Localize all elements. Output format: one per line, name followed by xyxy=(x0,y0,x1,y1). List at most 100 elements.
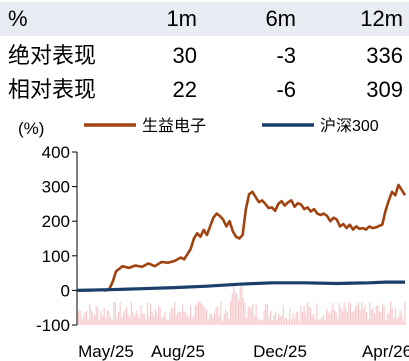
volume-bar xyxy=(98,319,100,325)
row-label: 相对表现 xyxy=(8,77,97,102)
volume-bar xyxy=(292,312,294,325)
volume-bar xyxy=(404,301,406,325)
volume-bar xyxy=(231,293,233,325)
row-value-1m: 30 xyxy=(172,43,197,68)
volume-bar xyxy=(394,307,396,325)
volume-bar xyxy=(130,301,132,325)
volume-bar xyxy=(190,306,192,325)
volume-bar xyxy=(399,310,401,325)
volume-bar xyxy=(332,302,334,325)
volume-bar xyxy=(182,304,184,325)
volume-bar xyxy=(297,312,299,325)
volume-bar xyxy=(303,306,305,325)
volume-bar xyxy=(247,306,249,325)
volume-bars xyxy=(78,285,406,325)
volume-bar xyxy=(79,309,81,325)
y-tick-label: 100 xyxy=(42,247,70,266)
volume-bar xyxy=(324,320,326,325)
volume-bar xyxy=(302,312,304,325)
x-tick-label: May/25 xyxy=(78,342,134,361)
volume-bar xyxy=(87,319,89,325)
volume-bar xyxy=(140,305,142,325)
row-value-6m: -6 xyxy=(276,77,296,102)
volume-bar xyxy=(150,303,152,325)
volume-bar xyxy=(111,320,113,325)
volume-bar xyxy=(343,302,345,325)
volume-bar xyxy=(305,314,307,325)
volume-bar xyxy=(164,312,166,325)
row-value-1m: 22 xyxy=(172,77,197,102)
volume-bar xyxy=(178,311,180,325)
volume-bar xyxy=(346,311,348,325)
volume-bar xyxy=(114,301,116,325)
volume-bar xyxy=(222,320,224,325)
row-value-12m: 309 xyxy=(366,77,403,102)
volume-bar xyxy=(186,315,188,325)
volume-bar xyxy=(393,317,395,325)
row-label: 绝对表现 xyxy=(8,43,97,68)
volume-bar xyxy=(340,307,342,325)
performance-table: % 1m 6m 12m 绝对表现 30 -3 336 相对表现 22 -6 30… xyxy=(0,0,409,112)
volume-bar xyxy=(298,320,300,325)
volume-bar xyxy=(257,317,259,325)
volume-bar xyxy=(335,312,337,325)
volume-bar xyxy=(369,301,371,325)
volume-bar xyxy=(86,310,88,325)
volume-bar xyxy=(345,307,347,325)
volume-bar xyxy=(258,320,260,325)
volume-bar xyxy=(321,317,323,325)
legend-label: 沪深300 xyxy=(320,117,379,135)
volume-bar xyxy=(290,319,292,325)
y-axis-label: (%) xyxy=(18,119,44,138)
volume-bar xyxy=(228,319,230,325)
volume-bar xyxy=(287,321,289,325)
volume-bar xyxy=(241,285,243,325)
volume-bar xyxy=(154,308,156,325)
volume-bar xyxy=(366,312,368,325)
volume-bar xyxy=(375,306,377,325)
volume-bar xyxy=(238,300,240,325)
volume-bar xyxy=(281,315,283,325)
volume-bar xyxy=(311,315,313,325)
volume-bar xyxy=(151,311,153,325)
volume-bar xyxy=(252,303,254,325)
volume-bar xyxy=(206,309,208,325)
volume-bar xyxy=(156,313,158,325)
volume-bar xyxy=(266,304,268,325)
volume-bar xyxy=(364,304,366,325)
volume-bar xyxy=(210,313,212,325)
volume-bar xyxy=(322,314,324,325)
volume-bar xyxy=(270,311,272,325)
volume-bar xyxy=(367,319,369,325)
volume-bar xyxy=(95,305,97,325)
volume-bar xyxy=(295,311,297,325)
row-value-12m: 336 xyxy=(366,43,403,68)
volume-bar xyxy=(383,306,385,325)
volume-bar xyxy=(110,317,112,325)
volume-bar xyxy=(260,319,262,325)
volume-bar xyxy=(217,306,219,325)
volume-bar xyxy=(207,320,209,325)
series-line-stock xyxy=(77,183,407,292)
volume-bar xyxy=(286,317,288,325)
volume-bar xyxy=(162,316,164,325)
absolute-performance-row: 绝对表现 30 -3 336 xyxy=(0,39,409,73)
volume-bar xyxy=(294,318,296,325)
price-performance-chart: -100 0 100 200 300 400 (%) May/25 Aug/25 Dec/25 Ap… xyxy=(18,117,409,361)
volume-bar xyxy=(142,314,144,325)
volume-bar xyxy=(121,317,123,325)
header-1m: 1m xyxy=(166,6,197,31)
volume-bar xyxy=(265,304,267,325)
volume-bar xyxy=(199,302,201,325)
volume-bar xyxy=(233,285,235,325)
volume-bar xyxy=(214,313,216,325)
volume-bar xyxy=(361,301,363,325)
volume-bar xyxy=(193,315,195,325)
volume-bar xyxy=(170,307,172,325)
volume-bar xyxy=(218,315,220,325)
volume-bar xyxy=(118,312,120,325)
volume-bar xyxy=(274,311,276,325)
volume-bar xyxy=(132,312,134,325)
volume-bar xyxy=(316,303,318,325)
volume-bar xyxy=(215,307,217,325)
